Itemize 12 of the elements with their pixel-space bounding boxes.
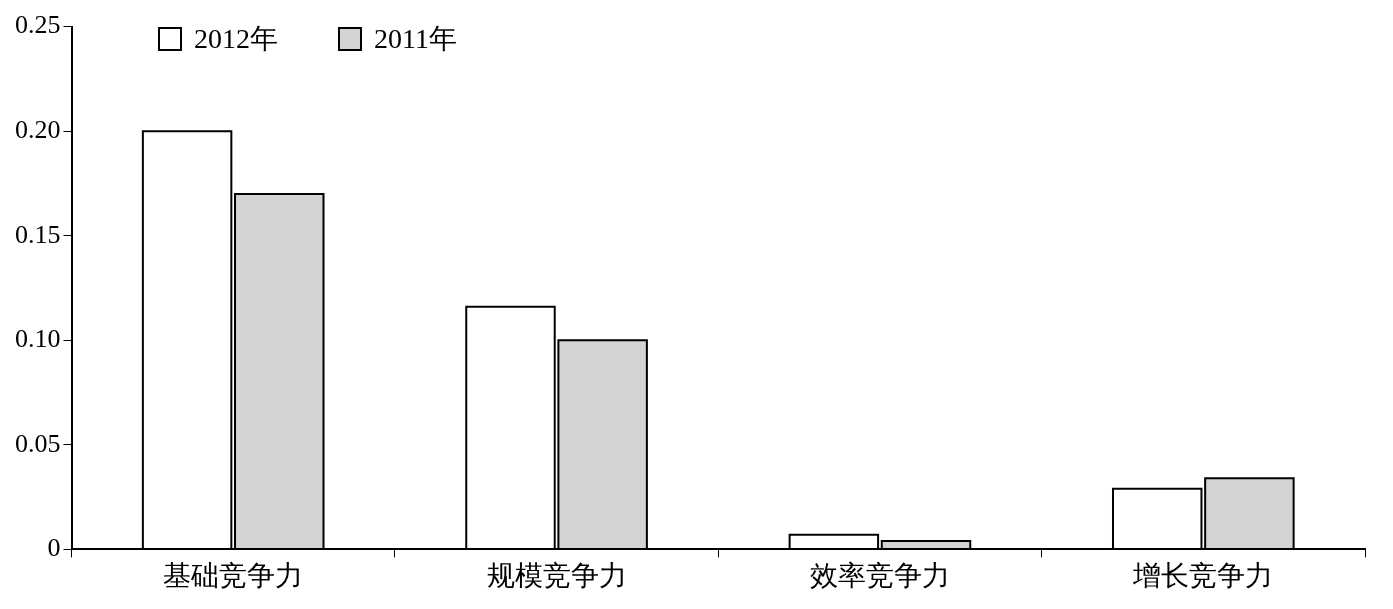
y-tick-label: 0.25 [15,10,61,40]
x-tick-label: 增长竞争力 [1132,559,1274,591]
legend-label: 2011年 [374,22,457,56]
x-tick-label: 规模竞争力 [486,559,627,591]
y-tick-label: 0.10 [15,324,61,354]
x-tick-label: 基础竞争力 [163,559,304,591]
y-tick-label: 0 [47,533,61,563]
y-tick-label: 0.20 [15,114,61,144]
y-tick-label: 0.15 [15,219,61,249]
x-tick-label: 效率竞争力 [809,559,950,591]
y-tick-label: 0.05 [15,428,61,458]
text: 2012年 [194,22,278,56]
